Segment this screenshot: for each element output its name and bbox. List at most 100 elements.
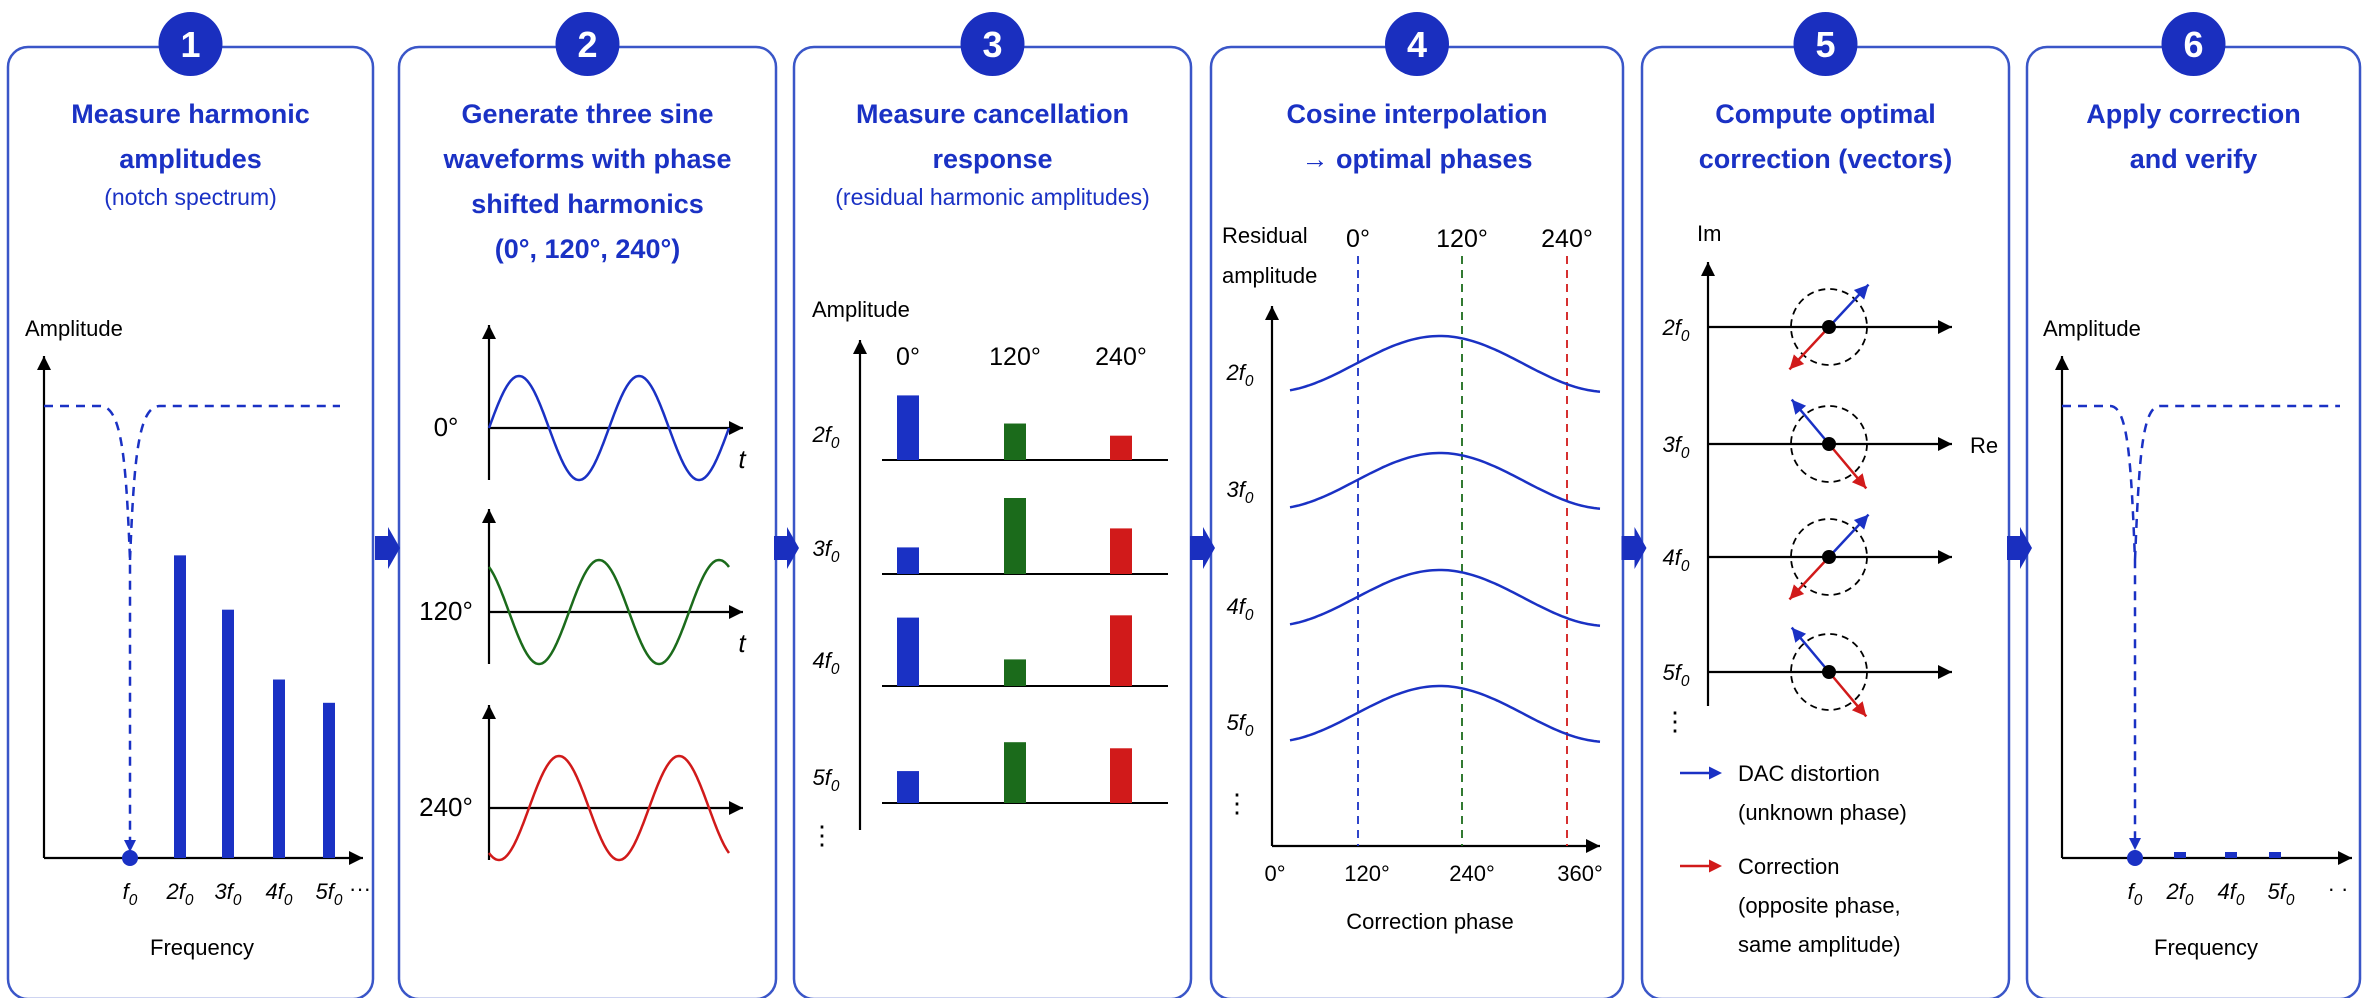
x-axis-label: Correction phase: [1346, 909, 1514, 934]
residual-bar-4f0-120°: [1004, 659, 1026, 686]
column-header: 0°: [896, 343, 920, 371]
step-badge: [960, 12, 1025, 76]
interpolated-curve-5f0: [1289, 684, 1601, 743]
residual-bar-3f0-120°: [1004, 498, 1026, 574]
step-title: amplitudes: [119, 144, 262, 174]
y-axis-arrowhead: [1265, 306, 1279, 320]
step-subtitle: (notch spectrum): [104, 184, 277, 210]
x-axis-arrowhead: [349, 851, 363, 865]
x-axis-label: Frequency: [150, 935, 254, 960]
step-number: 5: [1815, 24, 1835, 65]
real-axis-arrowhead: [1938, 437, 1952, 451]
flow-arrow-5: [2007, 527, 2032, 569]
row-label-5f0: 5f0: [1227, 710, 1254, 740]
residual-bar-4f0-240°: [1110, 615, 1132, 686]
legend-swatch-head: [1709, 859, 1722, 873]
y-axis-label: Amplitude: [25, 316, 123, 341]
interpolated-curve-3f0: [1289, 451, 1601, 510]
row-label-3f0: 3f0: [1227, 477, 1254, 507]
phase-marker-label: 240°: [1541, 225, 1593, 253]
y-axis-label: amplitude: [1222, 263, 1317, 288]
real-axis-arrowhead: [1938, 320, 1952, 334]
residual-bar-4f0-0°: [897, 617, 919, 686]
harmonic-bar-4f0: [273, 679, 285, 858]
sine-curve: [487, 558, 730, 666]
step-title: Apply correction: [2086, 99, 2301, 129]
verified-spectrum-plot: Amplitude f0 2f0 4f0 5f0 · · Frequency: [2043, 316, 2352, 960]
row-label-2f0: 2f0: [812, 422, 840, 452]
t-label: t: [738, 628, 747, 658]
harmonic-bar-5f0: [323, 702, 335, 858]
step-subtitle: (residual harmonic amplitudes): [835, 184, 1149, 210]
x-tick-5f0: 5f0: [2268, 879, 2295, 909]
legend-text: DAC distortion: [1738, 761, 1880, 786]
interpolated-curve-2f0: [1289, 334, 1601, 393]
distortion-vector-head: [1853, 514, 1869, 530]
fundamental-marker: [122, 850, 138, 866]
correction-vector-head: [1789, 354, 1805, 370]
step-panel-6: 6 Apply correction and verify: [2025, 12, 2362, 998]
step-badge: [2161, 12, 2226, 76]
t-label: t: [738, 444, 747, 474]
harmonic-bar-2f0: [174, 555, 186, 858]
legend-correction: Correction (opposite phase, same amplitude…: [1680, 854, 1901, 957]
x-tick: 360°: [1557, 861, 1603, 886]
x-tick-4f0: 4f0: [266, 879, 293, 909]
y-axis-label: Amplitude: [812, 297, 910, 322]
waveform-t-axis-arrowhead: [729, 801, 743, 815]
step-panel-1: 1 Measure harmonic amplitudes (notch spectr…: [6, 12, 375, 998]
x-axis-arrowhead: [1586, 839, 1600, 853]
column-header: 240°: [1095, 343, 1147, 371]
sine-curve: [488, 754, 731, 862]
x-tick-f0: f0: [2128, 879, 2143, 909]
harmonic-bar-3f0: [222, 609, 234, 858]
legend-swatch-head: [1709, 766, 1722, 780]
fundamental-marker: [2127, 850, 2143, 866]
notch-filter-curve: [2062, 404, 2340, 840]
interpolated-curve-4f0: [1289, 568, 1601, 627]
x-axis-arrowhead: [2338, 851, 2352, 865]
phase-label: 0°: [434, 412, 459, 442]
residual-bar-2f0-0°: [897, 395, 919, 460]
step-number: 4: [1407, 24, 1427, 65]
y-axis-arrowhead: [2055, 356, 2069, 370]
y-axis-label: Residual: [1222, 223, 1308, 248]
notch-spectrum-plot: Amplitude f0 2f0 3f0 4f0 5f0 ··· Frequency: [25, 316, 371, 960]
x-tick: 240°: [1449, 861, 1495, 886]
step-title: Compute optimal: [1715, 99, 1936, 129]
residual-bar-2f0-240°: [1110, 435, 1132, 460]
correction-vector-head: [1851, 701, 1867, 717]
correction-vector-head: [1851, 473, 1867, 489]
waveform-y-axis-arrowhead: [482, 325, 496, 339]
unit-circle: [1790, 405, 1868, 483]
step-title: and verify: [2130, 144, 2258, 174]
residual-bar-2f0-120°: [1004, 423, 1026, 460]
waveform-t-axis-arrowhead: [729, 421, 743, 435]
y-axis-arrowhead: [853, 340, 867, 354]
legend-dac-distortion: DAC distortion (unknown phase): [1680, 761, 1907, 825]
unit-circle: [1790, 518, 1868, 596]
phase-label: 240°: [419, 792, 473, 822]
step-panel-3: 3 Measure cancellation response (residual h…: [792, 12, 1193, 998]
step-panel-5: 5 Compute optimal correction (vectors): [1640, 12, 2011, 998]
x-tick-2f0: 2f0: [166, 879, 194, 909]
column-header: 120°: [989, 343, 1041, 371]
row-label-4f0: 4f0: [813, 648, 840, 678]
vector-origin: [1822, 437, 1836, 451]
re-axis-label: Re: [1970, 433, 1998, 458]
x-tick-2f0: 2f0: [2166, 879, 2194, 909]
x-tick-3f0: 3f0: [215, 879, 242, 909]
notch-arrowhead: [2129, 838, 2141, 850]
step-title: Measure cancellation: [856, 99, 1129, 129]
notch-filter-curve: [44, 404, 340, 842]
step-title: shifted harmonics: [471, 189, 704, 219]
notch-arrowhead: [124, 840, 136, 852]
legend-text: Correction: [1738, 854, 1839, 879]
waveform-1: 0° t: [434, 325, 747, 482]
flow-arrow-1: [375, 527, 400, 569]
distortion-vector-head: [1791, 627, 1807, 643]
row-label-4f0: 4f0: [1663, 545, 1690, 575]
residual-harmonic-bar: [2225, 852, 2237, 858]
step-number: 6: [2183, 24, 2203, 65]
ellipsis: ···: [349, 876, 371, 901]
